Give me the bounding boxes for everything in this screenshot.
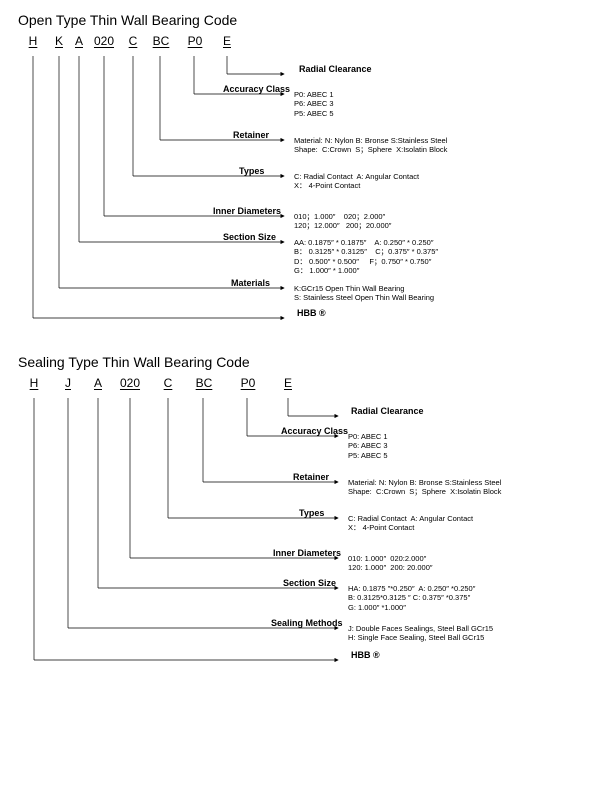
code-segment: 020	[92, 34, 116, 48]
code-segment: C	[160, 376, 176, 390]
code-segment: E	[220, 34, 234, 48]
code-segment: H	[26, 34, 40, 48]
code-row: HKA 020 C BC P0 E	[18, 34, 582, 52]
code-segment: P0	[238, 376, 258, 390]
code-segment: E	[280, 376, 296, 390]
open-type-diagram: Open Type Thin Wall Bearing Code HKA 020 C…	[18, 12, 582, 336]
line-area: Radial ClearanceAccuracy ClassP0: ABEC 1…	[18, 56, 582, 336]
code-row: H JA 020 C BC P0 E	[18, 376, 582, 394]
code-segment: C	[126, 34, 140, 48]
line-area: Radial ClearanceAccuracy ClassP0: ABEC 1…	[18, 398, 582, 678]
diagram-title: Open Type Thin Wall Bearing Code	[18, 12, 582, 28]
code-segment: H	[26, 376, 42, 390]
code-segment: J	[60, 376, 76, 390]
sealing-type-diagram: Sealing Type Thin Wall Bearing Code H JA0…	[18, 354, 582, 678]
code-segment: A	[72, 34, 86, 48]
code-segment: BC	[152, 34, 170, 48]
code-segment: 020	[116, 376, 144, 390]
code-segment: BC	[194, 376, 214, 390]
code-segment: K	[52, 34, 66, 48]
code-segment: A	[90, 376, 106, 390]
code-segment: P0	[186, 34, 204, 48]
diagram-title: Sealing Type Thin Wall Bearing Code	[18, 354, 582, 370]
